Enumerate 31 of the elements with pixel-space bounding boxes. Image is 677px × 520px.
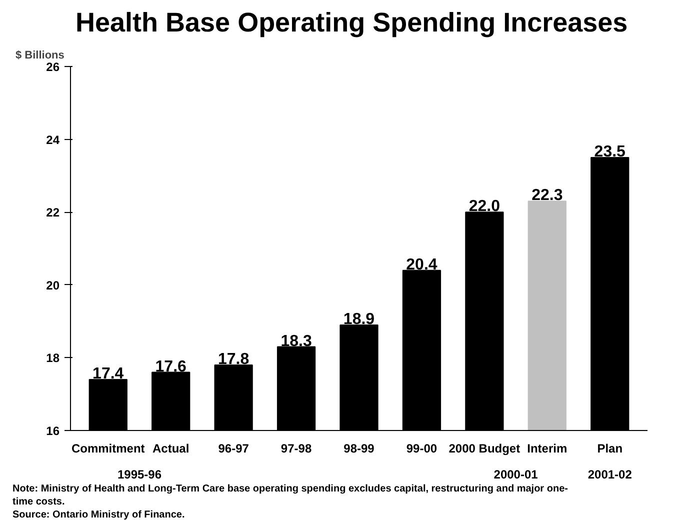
data-label: 18.9 [343, 310, 375, 328]
y-tick-label: 22 [46, 206, 60, 220]
data-label: 23.5 [594, 144, 626, 160]
x-tick-label: 96-97 [218, 442, 250, 456]
data-label: 17.4 [92, 366, 124, 383]
text: 1995-96 [117, 468, 162, 482]
x-tick-label: 99-00 [406, 442, 438, 456]
y-tick-label: 24 [46, 132, 60, 147]
source-note: Source: Ontario Ministry of Finance. [12, 510, 185, 520]
data-label: 18.3 [280, 332, 312, 350]
y-axis-title: $ Billions [16, 50, 64, 62]
x-tick-label: Interim [527, 442, 568, 456]
x-tick-label: Actual [152, 442, 190, 456]
x-tick-label: 2000 Budget [448, 442, 520, 456]
y-tick-label: 16 [46, 424, 60, 438]
data-label: 17.6 [155, 358, 187, 376]
x-tick-label: Plan [597, 442, 623, 456]
x-tick-label: Commitment [71, 442, 145, 456]
y-tick-label: 26 [46, 60, 60, 74]
x-tick-label: 98-99 [344, 442, 375, 456]
x-tick-label: 97-98 [280, 442, 312, 456]
y-tick-label: 20 [46, 278, 60, 292]
data-label: 22.0 [468, 198, 500, 216]
y-tick-label: 18 [46, 351, 60, 366]
text: 2001-02 [588, 468, 632, 482]
data-label: 20.4 [406, 256, 438, 274]
data-label: 17.8 [218, 350, 250, 368]
text: Note: Ministry of Health and Long-Term Care base operating spending excludes capital, restructuring and major one-time costs. [12, 484, 568, 508]
chart-title: Health Base Operating Spending Increases [76, 8, 628, 38]
text: 2000-01 [494, 468, 538, 482]
data-label: 22.3 [532, 187, 563, 204]
